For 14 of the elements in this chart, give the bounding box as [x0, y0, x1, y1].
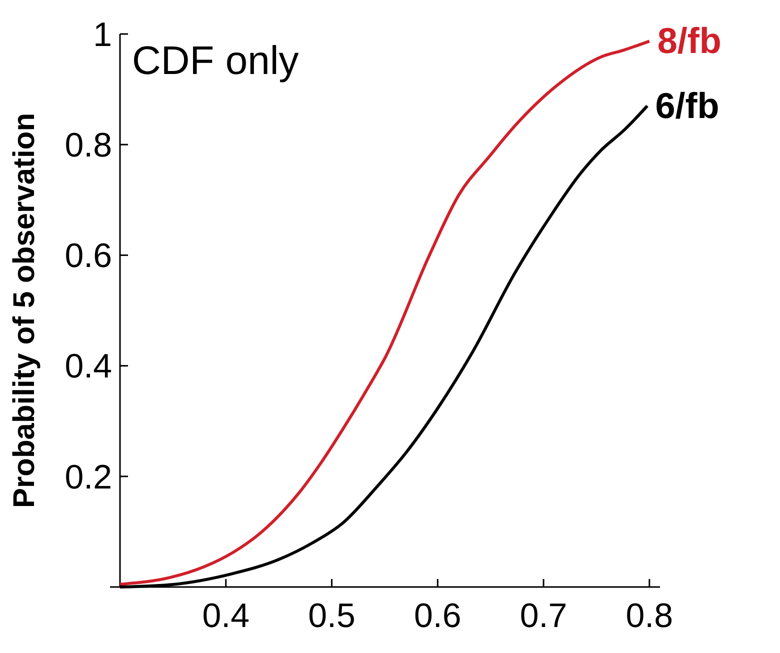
annotation: CDF only — [132, 39, 299, 83]
y-tick-label: 0.6 — [64, 237, 112, 276]
y-tick-label: 0.2 — [64, 458, 112, 496]
x-tick-label: 0.6 — [414, 597, 462, 635]
x-tick-label: 0.8 — [626, 597, 674, 635]
series-label: 6/fb — [655, 84, 720, 126]
series-label: 8/fb — [657, 20, 722, 62]
y-tick-label: 0.4 — [64, 348, 112, 386]
x-tick-label: 0.7 — [520, 597, 568, 635]
y-tick-label: 0.8 — [64, 126, 112, 164]
x-tick-label: 0.5 — [308, 597, 356, 635]
y-tick-label: 1 — [93, 16, 112, 54]
x-tick-label: 0.4 — [202, 597, 250, 635]
y-axis-title: Probability of 5 observation — [8, 112, 41, 508]
